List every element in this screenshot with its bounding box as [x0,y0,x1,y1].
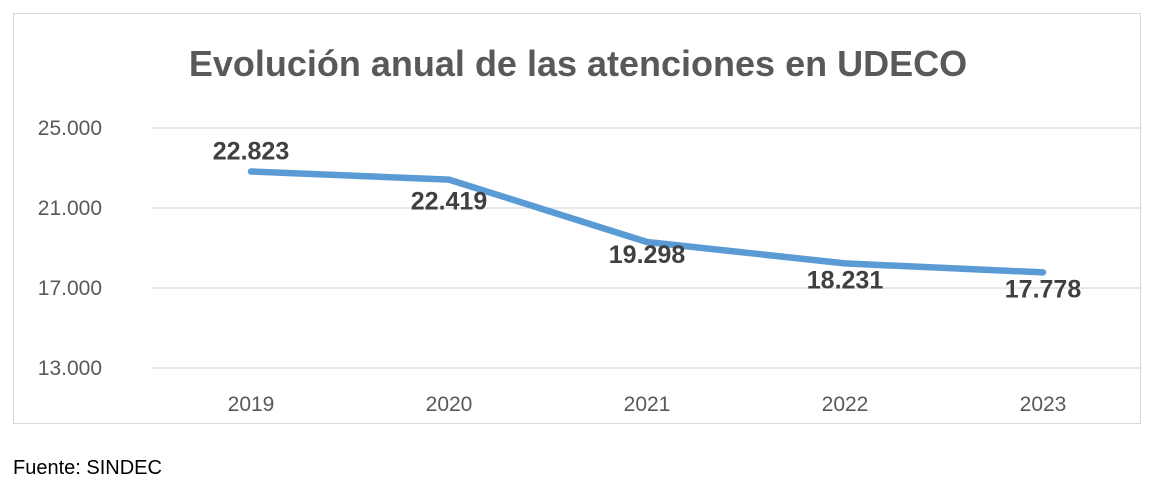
y-tick-label: 17.000 [38,277,102,300]
y-tick-label: 25.000 [38,117,102,140]
data-label: 18.231 [807,266,884,294]
source-note: Fuente: SINDEC [13,457,162,479]
x-tick-label: 2021 [624,393,671,416]
x-tick-label: 2019 [228,393,275,416]
y-tick-label: 13.000 [38,357,102,380]
x-tick-label: 2023 [1020,393,1067,416]
data-label: 22.823 [213,138,289,166]
data-label: 22.419 [411,188,487,216]
data-label: 19.298 [609,241,686,269]
data-label: 17.778 [1005,275,1082,303]
x-tick-label: 2020 [426,393,473,416]
x-tick-label: 2022 [822,393,869,416]
chart-title: Evolución anual de las atenciones en UDE… [189,43,967,84]
y-tick-label: 21.000 [38,197,102,220]
